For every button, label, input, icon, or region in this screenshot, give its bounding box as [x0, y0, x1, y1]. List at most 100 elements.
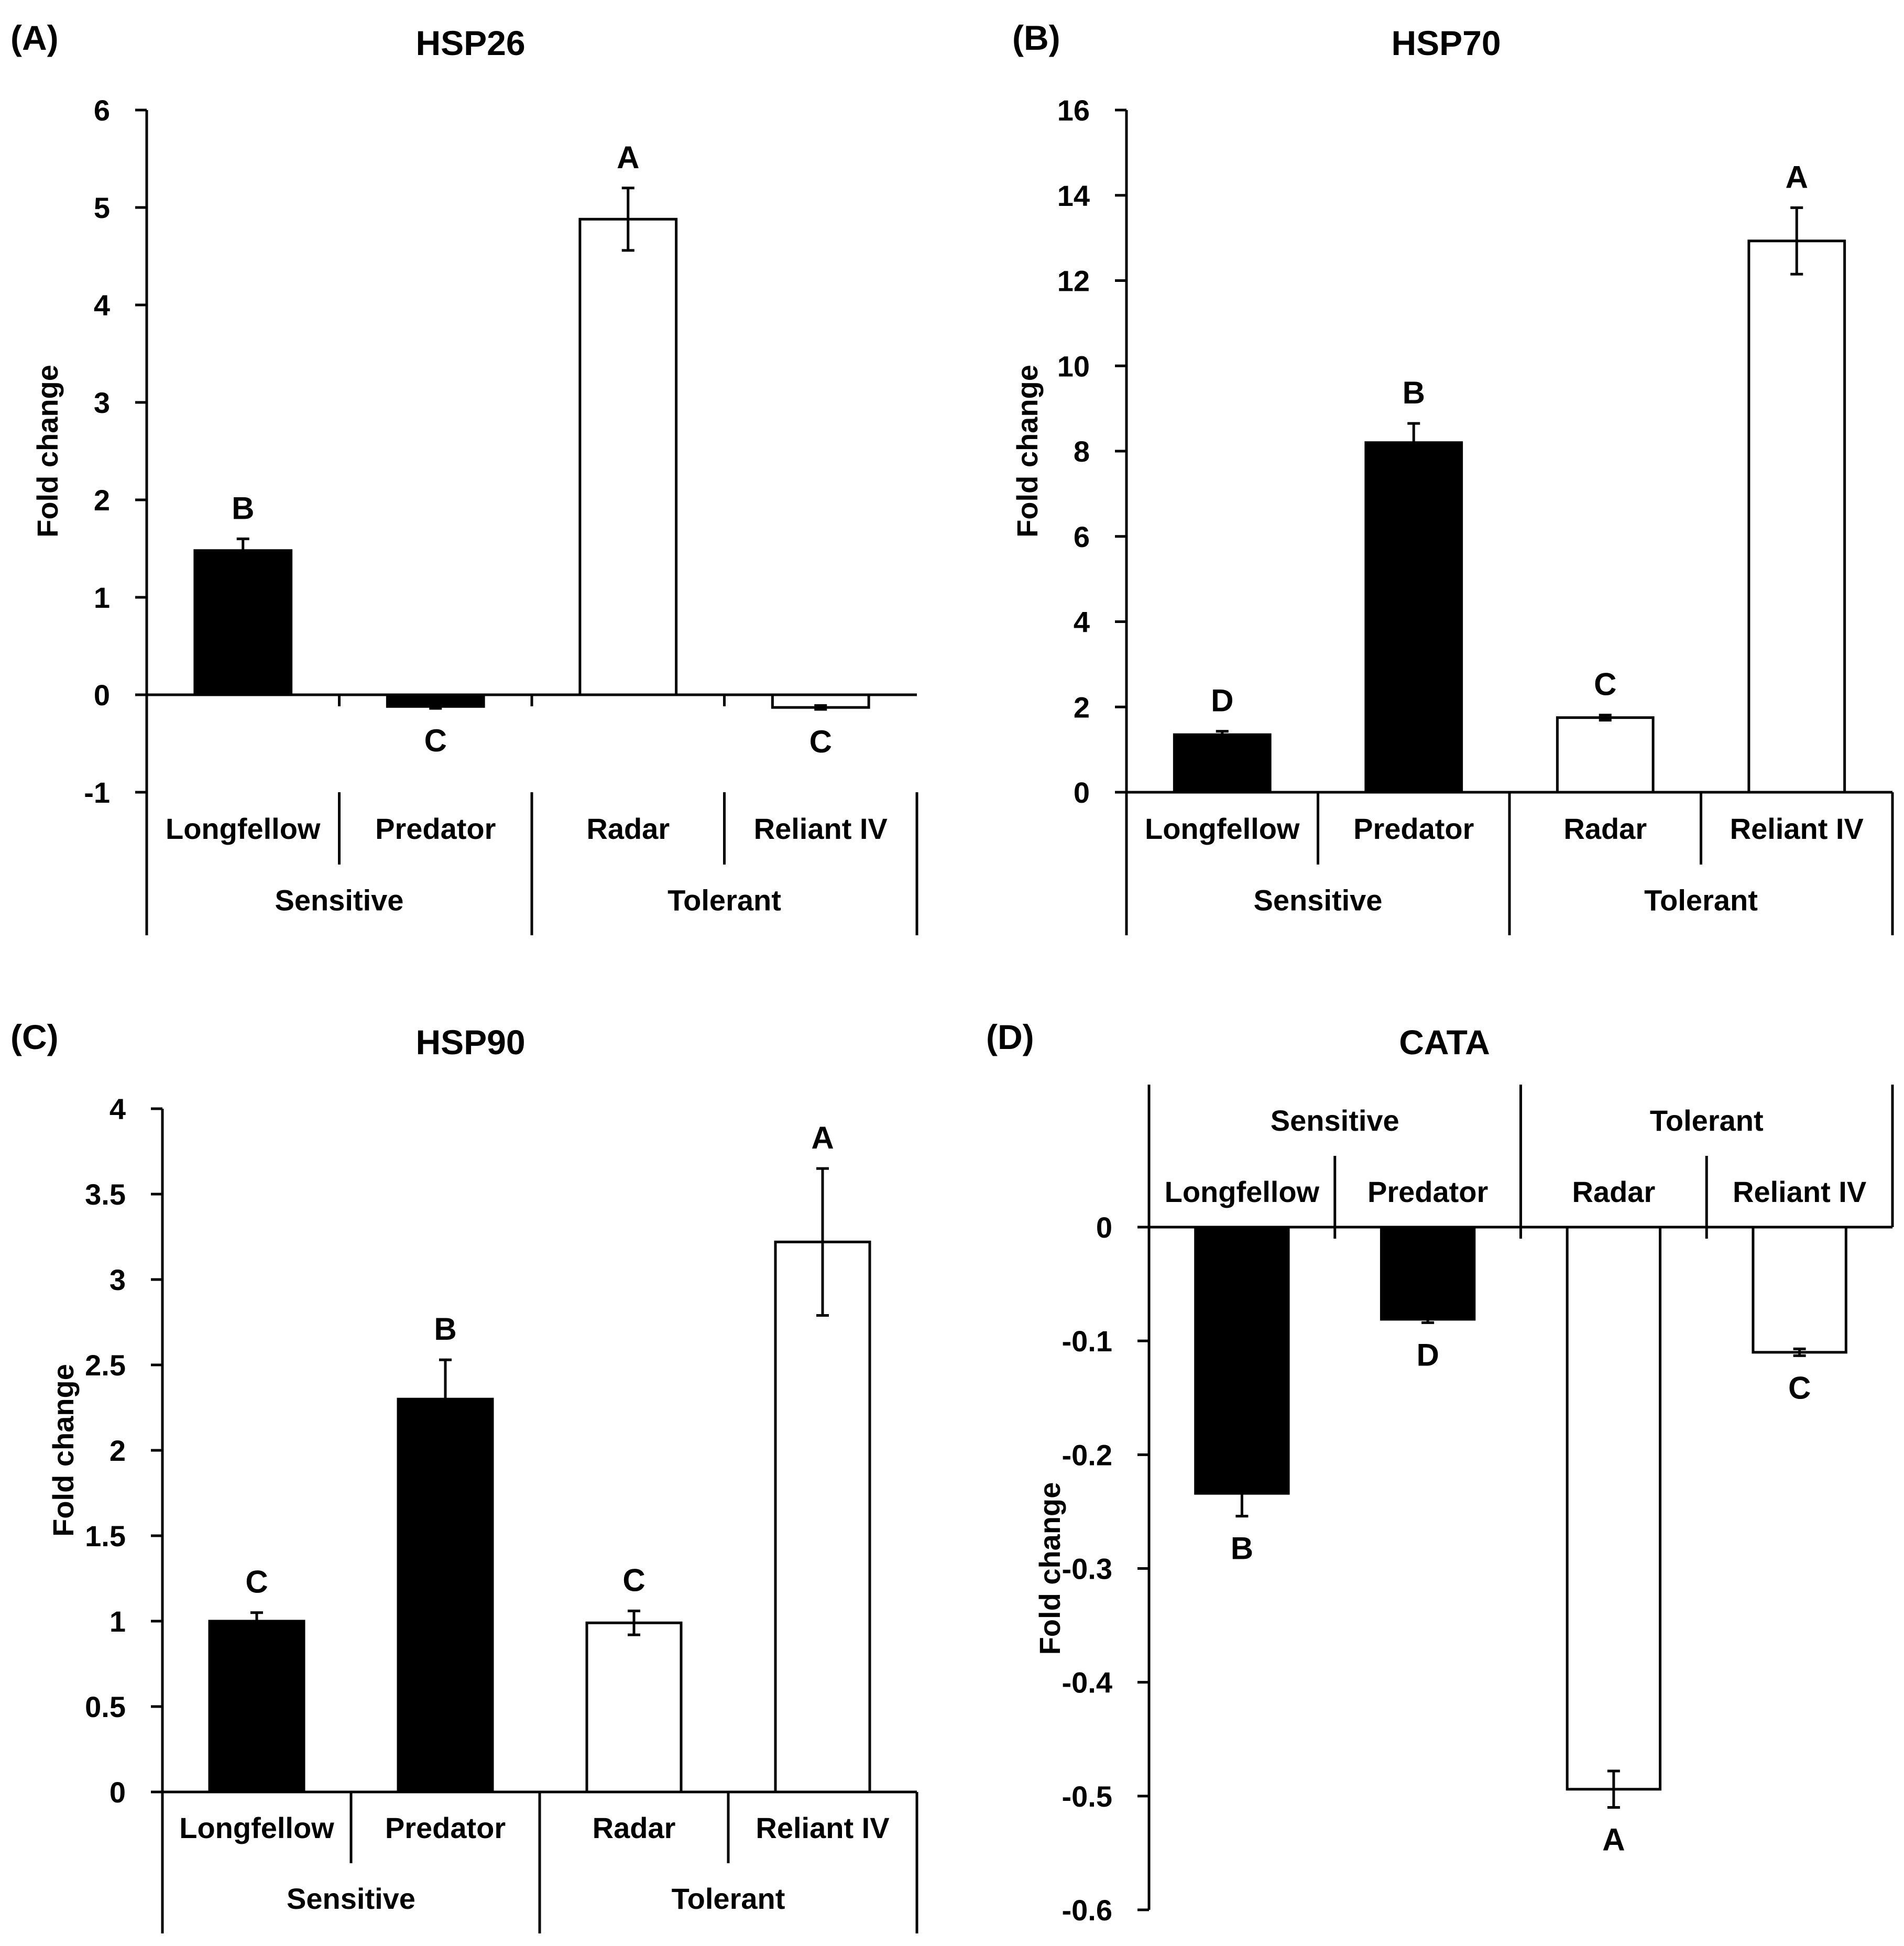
bar [578, 217, 678, 696]
y-tick-label: 0 [1096, 1211, 1112, 1244]
bar [397, 1397, 494, 1794]
y-tick-label: 1 [110, 1605, 126, 1638]
significance-label: C [245, 1565, 268, 1600]
group-label: Tolerant [1644, 884, 1758, 917]
category-label: Radar [593, 1811, 676, 1844]
category-label: Radar [586, 812, 670, 845]
y-tick-label: 3 [110, 1263, 126, 1296]
y-tick-label: -0.5 [1062, 1780, 1113, 1813]
group-label: Tolerant [668, 884, 781, 917]
panel-a: (A) HSP26 -1 0 1 2 3 4 5 6 Fold change Longfellow… [10, 18, 918, 935]
bar [1556, 716, 1655, 794]
bar [1194, 1226, 1290, 1495]
significance-label: C [1788, 1370, 1811, 1405]
bar [1380, 1226, 1476, 1321]
y-tick-label: 6 [1074, 520, 1090, 553]
category-label: Reliant IV [754, 812, 888, 845]
panel-c: (C) HSP90 0 0.5 1 1.5 2 2.5 3 3.5 4 Fold change Lo… [10, 1018, 918, 1933]
significance-label: B [232, 490, 254, 526]
y-tick-label: -0.2 [1062, 1438, 1113, 1471]
y-tick-label: -0.6 [1062, 1894, 1113, 1927]
bar [774, 1240, 871, 1794]
y-tick-label: 1.5 [85, 1519, 126, 1553]
group-label: Tolerant [672, 1882, 785, 1915]
significance-label: C [1594, 667, 1616, 702]
y-tick-label: 6 [94, 94, 110, 127]
category-label: Predator [385, 1811, 506, 1844]
category-label: Predator [375, 812, 496, 845]
y-tick-label: 0 [1074, 776, 1090, 809]
y-tick-label: 3.5 [85, 1178, 126, 1211]
y-axis-title: Fold change [47, 1364, 80, 1537]
y-tick-label: 3 [94, 386, 110, 419]
category-label: Reliant IV [756, 1811, 889, 1844]
significance-label: A [1602, 1822, 1625, 1857]
panel-title-hsp26: HSP26 [415, 24, 525, 62]
significance-label: B [434, 1311, 456, 1347]
panel-letter-d: (D) [986, 1018, 1034, 1056]
y-tick-label: 4 [1074, 606, 1090, 639]
y-tick-label: 8 [1074, 435, 1090, 468]
y-tick-label: -0.4 [1062, 1666, 1113, 1699]
bar [1752, 1226, 1847, 1354]
significance-label: A [811, 1120, 834, 1155]
y-axis-title: Fold change [31, 365, 64, 538]
y-tick-label: 0 [94, 679, 110, 712]
y-tick-label: 2.5 [85, 1349, 126, 1382]
significance-label: C [622, 1562, 645, 1598]
bar [1173, 733, 1272, 794]
bar [1364, 441, 1463, 794]
bar [208, 1620, 305, 1794]
significance-label: B [1403, 375, 1425, 410]
group-label: Sensitive [1254, 884, 1383, 917]
panel-title-hsp70: HSP70 [1391, 24, 1501, 62]
panel-d: (D) CATA 0 -0.1 -0.2 -0.3 -0.4 -0.5 -0.6 Fold c… [986, 1018, 1894, 1927]
category-label: Predator [1353, 812, 1474, 845]
category-label: Radar [1572, 1175, 1656, 1208]
y-tick-label: -0.3 [1062, 1553, 1113, 1586]
significance-label: C [809, 724, 832, 759]
panel-letter-b: (B) [1012, 18, 1060, 57]
panel-letter-c: (C) [10, 1018, 59, 1056]
y-tick-label: 5 [94, 191, 110, 224]
y-tick-label: 16 [1057, 94, 1090, 127]
y-tick-label: -0.1 [1062, 1325, 1113, 1358]
y-tick-label: 4 [94, 289, 110, 322]
y-axis-title: Fold change [1011, 365, 1044, 538]
bar [585, 1621, 683, 1794]
category-label: Longfellow [1165, 1175, 1320, 1208]
y-tick-label: 1 [94, 581, 110, 614]
bar [771, 693, 870, 709]
y-tick-label: -1 [84, 776, 110, 809]
y-tick-label: 2 [1074, 691, 1090, 724]
significance-label: D [1416, 1337, 1439, 1372]
significance-label: A [617, 140, 639, 175]
group-label: Sensitive [1271, 1104, 1399, 1137]
y-tick-label: 0 [110, 1776, 126, 1809]
y-tick-label: 2 [94, 484, 110, 517]
category-label: Radar [1563, 812, 1647, 845]
y-tick-label: 4 [110, 1092, 126, 1125]
group-label: Tolerant [1650, 1104, 1764, 1137]
significance-label: C [424, 723, 447, 758]
category-label: Reliant IV [1733, 1175, 1866, 1208]
significance-label: A [1786, 159, 1808, 194]
category-label: Longfellow [1145, 812, 1300, 845]
y-axis-title: Fold change [1033, 1482, 1066, 1655]
panel-b: (B) HSP70 0 2 4 6 8 10 12 14 16 Fold change Longfe… [1011, 18, 1894, 935]
group-label: Sensitive [287, 1882, 415, 1915]
bar [1747, 239, 1846, 794]
panel-title-hsp90: HSP90 [415, 1023, 525, 1062]
y-tick-label: 0.5 [85, 1690, 126, 1723]
bar [193, 549, 293, 696]
y-tick-label: 2 [110, 1434, 126, 1467]
group-label: Sensitive [275, 884, 404, 917]
y-tick-label: 10 [1057, 349, 1090, 382]
panel-letter-a: (A) [10, 18, 59, 57]
y-tick-label: 12 [1057, 265, 1090, 298]
bar [1566, 1226, 1662, 1791]
significance-label: B [1231, 1531, 1253, 1566]
category-label: Longfellow [179, 1811, 334, 1844]
y-tick-label: 14 [1057, 179, 1090, 212]
